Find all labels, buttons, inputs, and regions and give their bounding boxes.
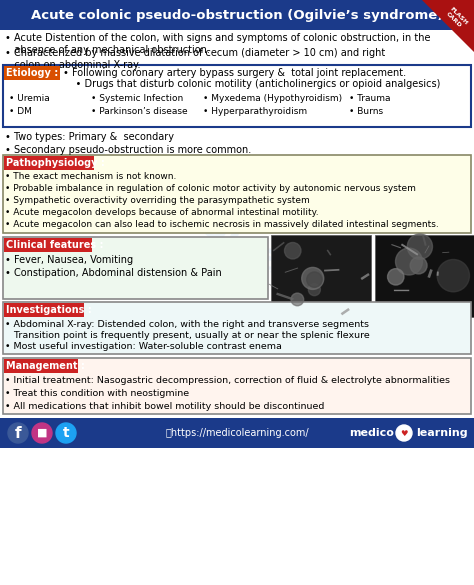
Text: Transition point is frequently present, usually at or near the splenic flexure: Transition point is frequently present, … [5,331,370,340]
Text: • Two types: Primary &  secondary: • Two types: Primary & secondary [5,132,174,142]
Bar [4,66,60,80]
Text: Acute colonic pseudo-obstruction (Ogilvie’s syndrome): Acute colonic pseudo-obstruction (Ogilvi… [31,9,443,22]
Bar [3,65,471,127]
Circle shape [437,260,469,292]
Text: • DM: • DM [9,107,32,116]
Circle shape [8,423,28,443]
Text: t: t [63,426,69,440]
Text: medico: medico [349,428,394,438]
Text: • Systemic Infection: • Systemic Infection [91,94,183,103]
Text: • Following coronary artery bypass surgery &  total joint replacement.: • Following coronary artery bypass surge… [63,68,406,78]
Bar [3,302,471,354]
Circle shape [410,257,427,274]
Text: • Secondary pseudo-obstruction is more common.: • Secondary pseudo-obstruction is more c… [5,145,251,155]
Text: FLASH
CARD: FLASH CARD [444,6,468,30]
Text: • Myxedema (Hypothyroidism): • Myxedema (Hypothyroidism) [203,94,342,103]
Text: • Probable imbalance in regulation of colonic motor activity by autonomic nervou: • Probable imbalance in regulation of co… [5,184,416,193]
Text: • Acute megacolon develops because of abnormal intestinal motility.: • Acute megacolon develops because of ab… [5,208,319,217]
Bar [3,155,471,233]
Text: • All medications that inhibit bowel motility should be discontinued: • All medications that inhibit bowel mot… [5,402,324,411]
Text: • Abdominal X-ray: Distended colon, with the right and transverse segments: • Abdominal X-ray: Distended colon, with… [5,320,369,329]
Circle shape [56,423,76,443]
Circle shape [395,248,422,275]
Circle shape [407,234,432,259]
Text: learning: learning [416,428,468,438]
Text: • Burns: • Burns [349,107,383,116]
Text: • Characterized by massive dilatation of cecum (diameter > 10 cm) and right
   c: • Characterized by massive dilatation of… [5,48,385,70]
Bar [0,418,474,448]
Bar [4,238,92,252]
Circle shape [309,284,320,295]
Bar [271,235,371,317]
Text: ■: ■ [37,428,47,438]
Text: • Treat this condition with neostigmine: • Treat this condition with neostigmine [5,389,189,398]
Text: • Trauma: • Trauma [349,94,391,103]
Bar [4,359,78,373]
Circle shape [32,423,52,443]
Text: • Initial treatment: Nasogastric decompression, correction of fluid & electrolyt: • Initial treatment: Nasogastric decompr… [5,376,450,385]
Text: • Hyperparathyroidism: • Hyperparathyroidism [203,107,307,116]
Bar [3,358,471,414]
Circle shape [291,293,304,306]
Bar [3,237,268,299]
Circle shape [307,272,322,287]
Text: • Uremia: • Uremia [9,94,50,103]
Text: • Acute Distention of the colon, with signs and symptoms of colonic obstruction,: • Acute Distention of the colon, with si… [5,33,430,56]
Text: medicolearning: medicolearning [81,141,393,343]
Text: • Drugs that disturb colonic motility (anticholinergics or opioid analgesics): • Drugs that disturb colonic motility (a… [63,79,440,89]
Text: • Fever, Nausea, Vomiting: • Fever, Nausea, Vomiting [5,255,133,265]
Text: Clinical features :: Clinical features : [6,240,103,250]
Text: Etiology :: Etiology : [6,68,58,78]
Text: ♥: ♥ [400,428,408,438]
Text: ⓘhttps://medicolearning.com/: ⓘhttps://medicolearning.com/ [165,428,309,438]
Text: • Acute megacolon can also lead to ischemic necrosis in massively dilated intest: • Acute megacolon can also lead to ische… [5,220,439,229]
Circle shape [302,267,324,290]
Polygon shape [422,0,474,52]
Text: • Sympathetic overactivity overriding the parasympathetic system: • Sympathetic overactivity overriding th… [5,196,310,205]
Text: • Constipation, Abdominal distension & Pain: • Constipation, Abdominal distension & P… [5,268,222,278]
Bar [4,156,94,170]
Bar [0,0,474,30]
Text: • Parkinson’s disease: • Parkinson’s disease [91,107,188,116]
Text: • Most useful investigation: Water-soluble contrast enema: • Most useful investigation: Water-solub… [5,342,282,351]
Circle shape [396,425,412,441]
Bar [4,303,84,317]
Text: Investigations :: Investigations : [6,305,92,315]
Text: Pathophysiology :: Pathophysiology : [6,158,105,168]
Text: f: f [15,425,21,441]
Bar [375,235,474,317]
Text: Management :: Management : [6,361,85,371]
Circle shape [284,243,301,259]
Circle shape [388,269,404,285]
Text: • The exact mechanism is not known.: • The exact mechanism is not known. [5,172,176,181]
